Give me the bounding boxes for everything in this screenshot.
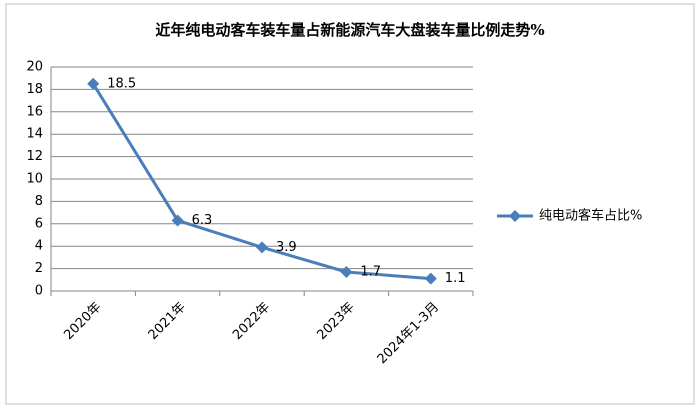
data-label: 18.5: [107, 76, 136, 91]
y-tick-label: 6: [35, 216, 43, 231]
data-point: [424, 272, 437, 285]
y-tick-label: 12: [26, 149, 43, 164]
y-tick-label: 4: [35, 239, 43, 254]
legend-marker: [509, 210, 521, 222]
data-label: 6.3: [192, 213, 213, 228]
y-tick-label: 2: [35, 261, 43, 276]
data-point: [171, 214, 184, 227]
data-label: 3.9: [276, 240, 297, 255]
chart-frame: [5, 3, 695, 405]
y-tick-label: 18: [26, 82, 43, 97]
chart-title: 近年纯电动客车装车量占新能源汽车大盘装车量比例走势%: [155, 21, 544, 39]
data-point: [256, 241, 268, 254]
data-label: 1.7: [360, 264, 381, 279]
legend-label: 纯电动客车占比%: [539, 208, 642, 224]
y-tick-label: 16: [26, 104, 43, 119]
data-point: [340, 265, 353, 278]
y-tick-label: 10: [26, 172, 43, 187]
y-tick-label: 8: [35, 194, 43, 209]
data-label: 1.1: [445, 271, 466, 286]
data-point: [87, 77, 100, 90]
y-tick-label: 20: [26, 60, 43, 75]
y-tick-label: 14: [26, 127, 43, 142]
y-tick-label: 0: [35, 284, 43, 299]
